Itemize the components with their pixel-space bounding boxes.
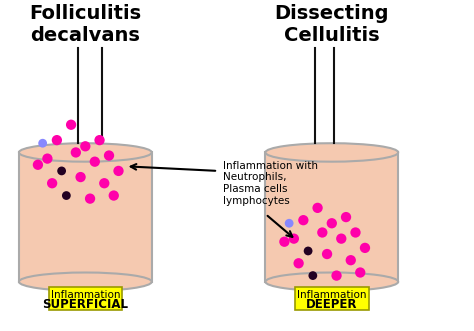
Point [290, 236, 298, 241]
Point [361, 245, 369, 251]
Point [342, 214, 350, 220]
Point [72, 150, 80, 155]
Text: Inflammation: Inflammation [51, 290, 120, 300]
Point [63, 193, 70, 198]
Point [285, 220, 293, 226]
Point [281, 239, 288, 244]
Point [44, 156, 51, 161]
Point [300, 217, 307, 223]
Ellipse shape [265, 272, 398, 291]
Point [53, 137, 61, 143]
Text: Inflammation with
Neutrophils,
Plasma cells
lymphocytes: Inflammation with Neutrophils, Plasma ce… [223, 161, 318, 206]
Point [48, 181, 56, 186]
Point [295, 260, 302, 266]
Point [347, 258, 355, 263]
Point [337, 236, 345, 241]
Point [96, 137, 103, 143]
Text: Folliculitis
decalvans: Folliculitis decalvans [29, 4, 141, 45]
Text: Dissecting
Cellulitis: Dissecting Cellulitis [274, 4, 389, 45]
Point [82, 144, 89, 149]
FancyBboxPatch shape [295, 287, 368, 310]
Text: Inflammation: Inflammation [297, 290, 366, 300]
Point [356, 270, 364, 275]
Point [86, 196, 94, 201]
Ellipse shape [265, 143, 398, 162]
Point [314, 205, 321, 211]
Point [304, 248, 312, 254]
FancyBboxPatch shape [265, 153, 398, 282]
FancyBboxPatch shape [48, 287, 122, 310]
Point [67, 122, 75, 127]
Point [34, 162, 42, 167]
Point [333, 273, 340, 278]
Point [39, 141, 46, 146]
Ellipse shape [19, 272, 152, 291]
Text: DEEPER: DEEPER [306, 298, 357, 311]
Point [91, 159, 99, 164]
Point [323, 251, 331, 257]
Point [352, 230, 359, 235]
Point [319, 230, 326, 235]
Point [100, 181, 108, 186]
Point [58, 168, 65, 173]
Point [110, 193, 118, 198]
Text: SUPERFICIAL: SUPERFICIAL [42, 298, 128, 311]
Point [115, 168, 122, 173]
Point [309, 273, 317, 278]
Point [328, 220, 336, 226]
Point [77, 174, 84, 180]
Ellipse shape [19, 143, 152, 162]
Point [105, 153, 113, 158]
FancyBboxPatch shape [19, 153, 152, 282]
